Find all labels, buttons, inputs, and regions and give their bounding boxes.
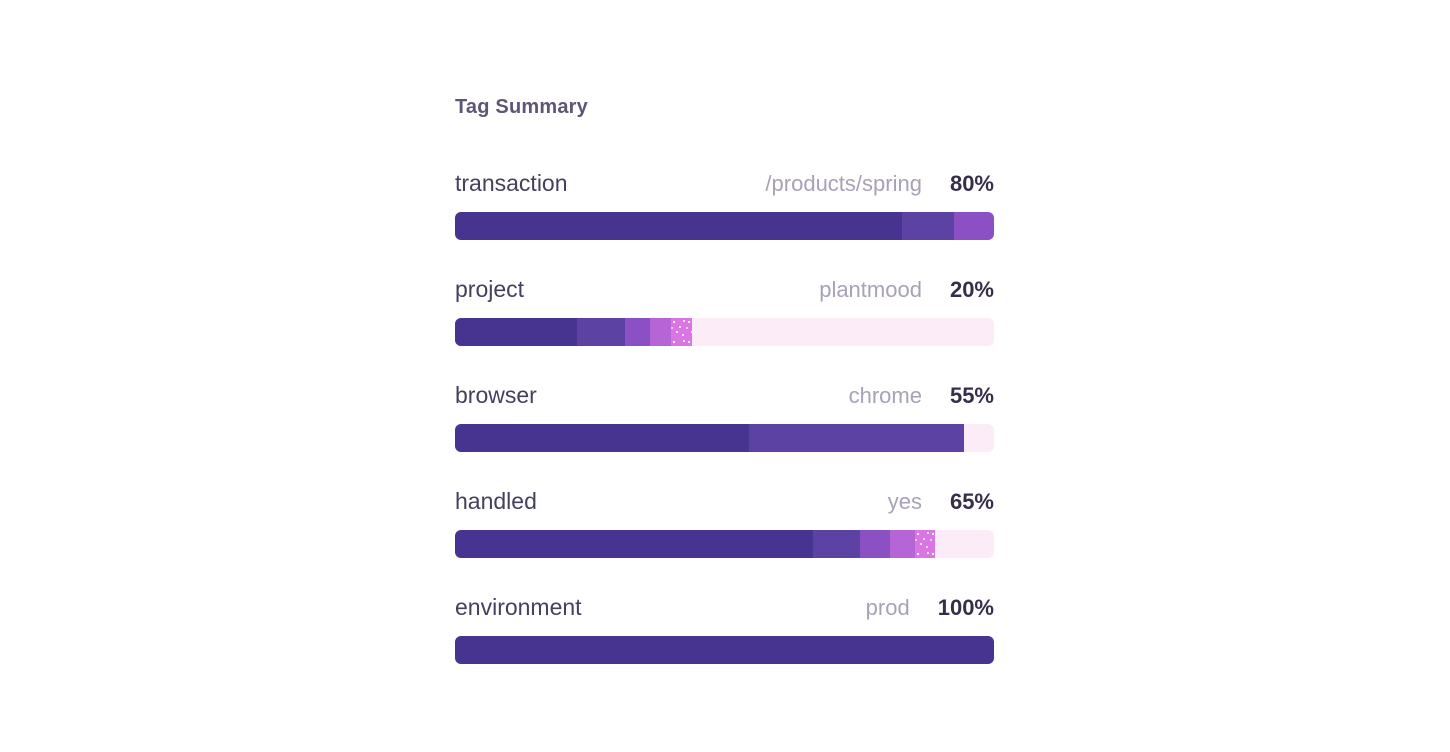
tag-name: transaction xyxy=(455,170,568,196)
bar-segment[interactable] xyxy=(859,530,890,558)
tag-row-header: environment prod 100% xyxy=(455,593,994,621)
tag-name: project xyxy=(455,276,525,302)
tag-row: handled yes 65% xyxy=(455,487,994,558)
tag-row: environment prod 100% xyxy=(455,593,994,664)
tag-meta: plantmood 20% xyxy=(819,277,994,303)
bar-segment[interactable] xyxy=(671,318,693,346)
tag-meta: /products/spring 80% xyxy=(765,171,994,197)
tag-row-header: transaction /products/spring 80% xyxy=(455,169,994,197)
tag-row: project plantmood 20% xyxy=(455,275,994,346)
tag-top-percent: 100% xyxy=(937,595,994,620)
tag-distribution-bar[interactable] xyxy=(455,212,994,240)
tag-top-value: /products/spring xyxy=(765,171,922,196)
bar-segment[interactable] xyxy=(576,318,625,346)
bar-segment[interactable] xyxy=(455,424,749,452)
bar-segment[interactable] xyxy=(455,636,994,664)
tag-name: environment xyxy=(455,594,582,620)
bar-segment[interactable] xyxy=(889,530,915,558)
tag-top-percent: 65% xyxy=(949,489,994,514)
tag-row-header: handled yes 65% xyxy=(455,487,994,515)
tag-distribution-bar[interactable] xyxy=(455,318,994,346)
tag-top-percent: 80% xyxy=(949,171,994,196)
tag-rows: transaction /products/spring 80% project… xyxy=(455,169,994,664)
tag-meta: yes 65% xyxy=(888,489,994,515)
tag-top-percent: 20% xyxy=(949,277,994,302)
tag-name: browser xyxy=(455,382,537,408)
bar-segment[interactable] xyxy=(455,318,577,346)
tag-row: transaction /products/spring 80% xyxy=(455,169,994,240)
tag-top-value: chrome xyxy=(848,383,922,408)
bar-segment[interactable] xyxy=(624,318,651,346)
tag-row: browser chrome 55% xyxy=(455,381,994,452)
bar-segment[interactable] xyxy=(650,318,672,346)
bar-segment[interactable] xyxy=(902,212,954,240)
bar-segment[interactable] xyxy=(455,530,814,558)
bar-segment[interactable] xyxy=(748,424,964,452)
bar-segment[interactable] xyxy=(914,530,936,558)
tag-top-value: plantmood xyxy=(819,277,922,302)
tag-top-percent: 55% xyxy=(949,383,994,408)
tag-row-header: browser chrome 55% xyxy=(455,381,994,409)
tag-meta: chrome 55% xyxy=(849,383,994,409)
tag-distribution-bar[interactable] xyxy=(455,424,994,452)
panel-title: Tag Summary xyxy=(455,96,588,118)
bar-segment[interactable] xyxy=(953,212,994,240)
bar-segment[interactable] xyxy=(813,530,860,558)
tag-distribution-bar[interactable] xyxy=(455,636,994,664)
bar-segment[interactable] xyxy=(455,212,903,240)
tag-row-header: project plantmood 20% xyxy=(455,275,994,303)
tag-meta: prod 100% xyxy=(866,595,994,621)
tag-distribution-bar[interactable] xyxy=(455,530,994,558)
tag-top-value: prod xyxy=(865,595,910,620)
tag-summary-panel: Tag Summary transaction /products/spring… xyxy=(455,95,994,699)
tag-top-value: yes xyxy=(887,489,922,514)
tag-name: handled xyxy=(455,488,537,514)
